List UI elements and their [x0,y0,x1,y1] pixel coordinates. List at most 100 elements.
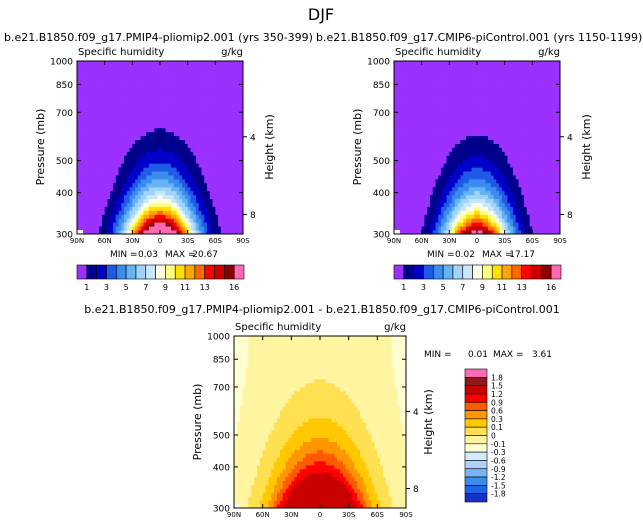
field-cell [207,171,211,176]
field-cell [118,108,122,113]
field-cell [88,143,92,148]
field-cell [457,186,461,192]
field-cell [557,147,560,152]
field-cell [488,108,492,113]
field-cell [512,175,517,180]
field-cell [402,210,406,215]
field-cell [501,171,506,176]
field-cell [187,116,191,121]
field-cell [229,80,233,85]
field-cell [148,108,153,113]
field-cell [429,226,434,231]
field-cell [463,104,467,109]
field-cell [446,210,450,215]
field-cell [162,171,166,176]
field-cell [195,84,200,89]
field-cell [407,112,411,117]
field-cell [399,96,403,101]
field-cell [146,222,150,227]
field-cell [515,116,519,121]
field-cell [140,61,144,66]
field-cell [137,88,142,93]
field-cell [184,206,189,211]
field-cell [490,210,494,215]
field-cell [82,218,86,223]
field-cell [85,100,89,105]
field-cell [535,100,539,105]
field-cell [146,194,150,200]
field-cell [182,119,186,125]
field-cell [162,64,166,70]
field-cell [446,194,450,200]
field-cell [443,139,447,144]
field-cell [460,167,464,172]
field-cell [418,222,423,227]
field-cell [418,171,423,176]
field-cell [85,143,89,148]
field-cell [396,135,400,141]
field-cell [110,112,114,117]
field-cell [148,123,153,129]
field-cell [193,76,197,82]
field-cell [443,210,447,215]
field-cell [441,135,445,141]
field-cell [399,171,403,176]
field-cell [204,202,208,207]
field-cell [441,112,445,117]
field-cell [107,167,111,172]
field-cell [143,135,147,141]
field-cell [173,190,177,196]
field-cell [471,159,475,164]
field-cell [137,147,142,152]
field-cell [162,123,166,129]
field-cell [176,104,180,109]
field-cell [179,210,183,215]
field-cell [88,80,92,85]
field-cell [474,210,478,215]
field-cell [168,108,172,113]
field-cell [237,96,241,101]
field-cell [168,72,172,78]
field-cell [162,143,166,148]
field-cell [179,88,183,93]
field-cell [526,214,530,219]
field-cell [493,218,497,223]
field-cell [101,72,106,78]
field-cell [427,139,431,144]
field-cell [446,163,450,168]
field-cell [521,104,525,109]
field-cell [179,178,183,184]
field-cell [493,108,497,113]
field-cell [441,175,445,180]
field-cell [432,202,436,207]
field-cell [85,112,89,117]
field-cell [79,88,83,93]
field-cell [151,182,155,188]
field-cell [207,155,211,160]
field-cell [121,214,125,219]
field-cell [427,151,431,156]
field-cell [215,218,219,223]
field-cell [441,139,445,144]
field-cell [162,139,166,144]
field-cell [529,131,533,137]
field-cell [410,123,414,129]
field-cell [223,139,227,144]
field-cell [524,104,528,109]
field-cell [231,108,236,113]
field-cell [410,84,414,89]
field-cell [104,198,108,203]
field-cell [201,139,205,144]
field-cell [154,222,158,227]
field-cell [452,119,456,125]
field-cell [482,119,486,125]
field-cell [510,190,514,196]
field-cell [121,135,125,141]
field-cell [204,84,208,89]
field-cell [546,135,550,141]
field-cell [421,202,425,207]
field-cell [96,230,100,234]
field-cell [190,163,194,168]
field-cell [515,194,519,200]
field-cell [223,202,227,207]
